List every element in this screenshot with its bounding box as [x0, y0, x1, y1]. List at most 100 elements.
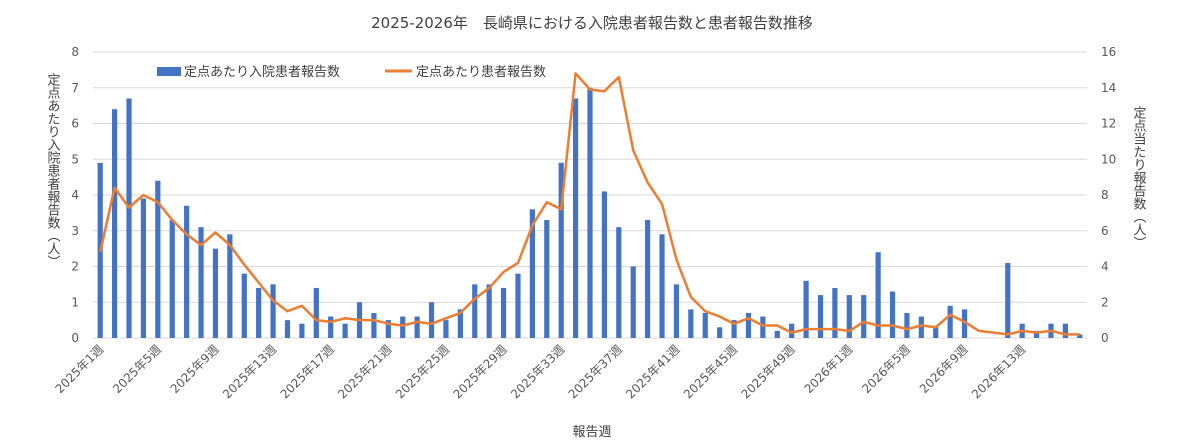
x-tick-label: 2026年5週: [859, 342, 913, 396]
bar: [659, 234, 665, 338]
x-tick-label: 2026年13週: [969, 342, 1028, 401]
bar: [515, 273, 521, 338]
y-axis-left-label: 定点あたり入院患者報告数（人）: [45, 73, 61, 268]
legend-label-bar: 定点あたり入院患者報告数: [184, 65, 340, 80]
x-tick-label: 2025年1週: [52, 342, 106, 396]
y-right-tick-label: 6: [1101, 224, 1109, 238]
y-right-tick-label: 4: [1101, 260, 1109, 274]
y-left-tick-label: 3: [71, 224, 79, 238]
bar: [299, 323, 305, 338]
bar: [961, 309, 968, 338]
bar: [155, 180, 161, 338]
bar: [861, 295, 867, 338]
x-tick-label: 2025年45週: [681, 342, 740, 401]
bar: [573, 98, 579, 338]
x-tick-label: 2025年49週: [739, 342, 798, 401]
x-axis-ticks: 2025年1週 2025年5週 2025年9週2025年13週2025年17週202…: [52, 342, 1028, 401]
y-left-tick-label: 6: [71, 117, 79, 131]
legend: 定点あたり入院患者報告数 定点あたり患者報告数: [157, 65, 546, 80]
bar: [731, 320, 737, 338]
y-left-tick-label: 8: [71, 45, 79, 59]
x-axis-title: 報告週: [572, 425, 611, 440]
y-axis-right-ticks: 0 2 4 6 8 10 12 14 16: [1101, 45, 1116, 345]
y-right-tick-label: 2: [1101, 295, 1109, 309]
bar: [832, 287, 838, 338]
y-right-tick-label: 0: [1101, 331, 1109, 345]
bar: [875, 252, 881, 338]
bar: [760, 316, 766, 338]
x-tick-label: 2025年25週: [393, 342, 452, 401]
bar: [342, 323, 348, 338]
x-tick-label: 2025年9週: [168, 342, 222, 396]
bar: [587, 87, 593, 338]
bar: [184, 205, 190, 338]
bar: [904, 312, 910, 338]
series-line: [98, 72, 1080, 336]
bar: [717, 327, 723, 338]
bar: [933, 327, 939, 338]
bar: [947, 305, 953, 338]
bar: [227, 234, 233, 338]
bar: [889, 291, 896, 338]
bar: [284, 320, 291, 338]
bar: [803, 280, 809, 338]
bar: [313, 287, 319, 338]
bar: [270, 284, 276, 338]
bar: [616, 227, 622, 338]
y-right-tick-label: 10: [1101, 152, 1116, 166]
bar: [789, 323, 795, 338]
bar: [443, 320, 449, 338]
legend-label-line: 定点あたり患者報告数: [416, 65, 546, 80]
y-left-tick-label: 4: [71, 188, 79, 202]
y-right-tick-label: 8: [1101, 188, 1109, 202]
bar: [817, 295, 824, 338]
y-axis-left-ticks: 0 1 2 3 4 5 6 7 8: [71, 45, 79, 345]
y-left-tick-label: 1: [71, 295, 79, 309]
bar: [1077, 334, 1083, 338]
x-tick-label: 2026年9週: [917, 342, 971, 396]
y-right-tick-label: 12: [1101, 117, 1116, 131]
x-tick-label: 2025年29週: [450, 342, 509, 401]
bar: [918, 316, 924, 338]
chart-title: 2025-2026年 長崎県における入院患者報告数と患者報告数推移: [371, 14, 813, 32]
y-axis-left-title: 定点あたり入院患者報告数（人）: [45, 73, 61, 268]
bar: [846, 295, 852, 338]
y-axis-right-title: 定点当たり報告数（人）: [1131, 106, 1147, 249]
y-left-tick-label: 0: [71, 331, 79, 345]
bar: [544, 220, 550, 338]
bar: [500, 287, 507, 338]
bar: [198, 227, 204, 338]
bar-series: [97, 87, 1083, 338]
y-right-tick-label: 14: [1101, 81, 1116, 95]
bar: [472, 284, 478, 338]
bar: [702, 312, 708, 338]
x-tick-label: 2025年21週: [335, 342, 394, 401]
bar: [688, 309, 694, 338]
x-tick-label: 2025年17週: [278, 342, 337, 401]
x-tick-label: 2025年37週: [566, 342, 625, 401]
bar: [112, 109, 118, 338]
bar: [140, 198, 147, 338]
x-tick-label: 2025年13週: [220, 342, 279, 401]
bar: [486, 284, 492, 338]
bar: [212, 248, 219, 338]
x-tick-label: 2025年5週: [110, 342, 164, 396]
bar: [558, 162, 564, 338]
bar: [256, 287, 262, 338]
bar: [1033, 330, 1040, 338]
bar: [529, 209, 535, 338]
bar: [645, 220, 651, 338]
bar: [400, 316, 406, 338]
bar: [745, 312, 752, 338]
y-right-tick-label: 16: [1101, 45, 1116, 59]
bar: [169, 220, 175, 338]
bar: [414, 316, 420, 338]
x-tick-label: 2026年1週: [802, 342, 856, 396]
bar: [241, 273, 247, 338]
x-tick-label: 2025年41週: [623, 342, 682, 401]
line-series: [98, 72, 1080, 336]
bar: [1062, 323, 1068, 338]
y-left-tick-label: 2: [71, 260, 79, 274]
bar: [385, 320, 391, 338]
